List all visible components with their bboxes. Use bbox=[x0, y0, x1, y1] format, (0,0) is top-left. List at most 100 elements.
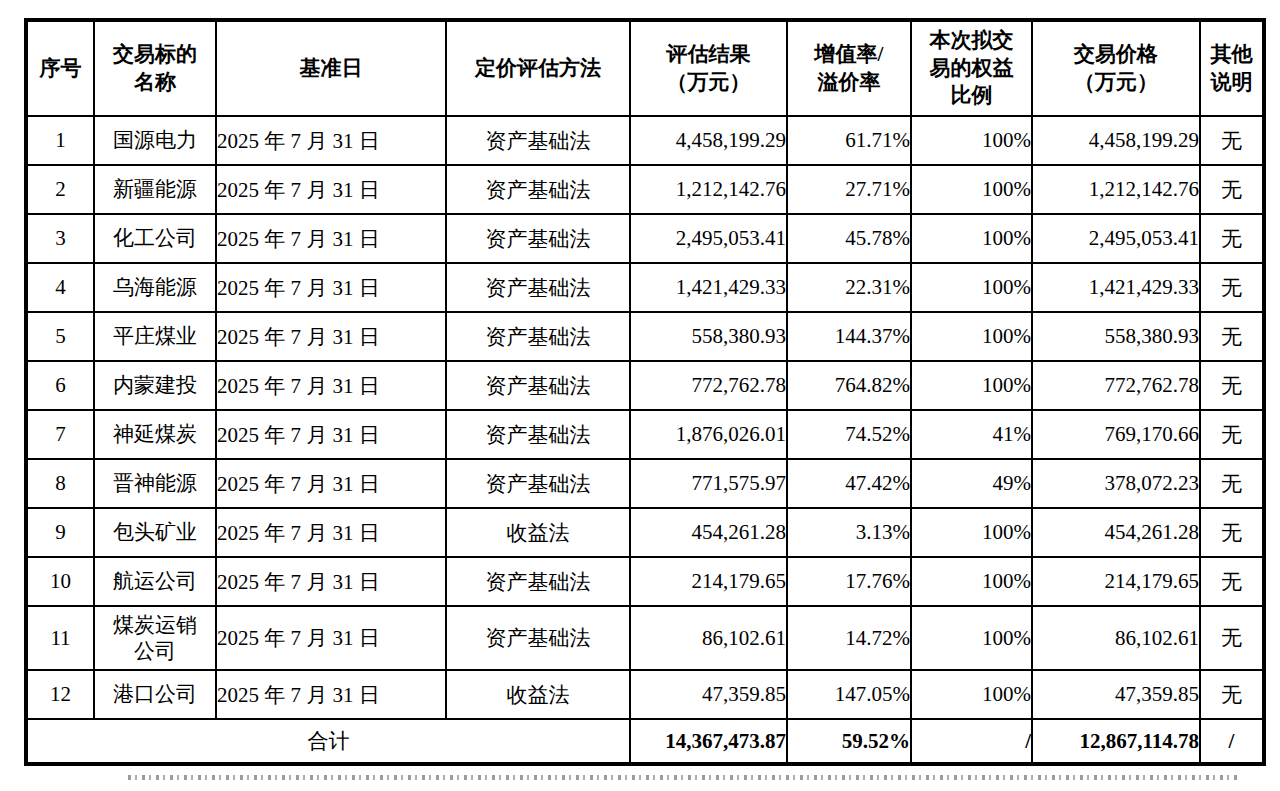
table-row: 3 化工公司 2025 年 7 月 31 日 资产基础法 2,495,053.4… bbox=[26, 214, 1264, 263]
cell-equity-ratio: 49% bbox=[911, 459, 1032, 508]
cell-other-notes: 无 bbox=[1200, 557, 1264, 606]
cell-equity-ratio: 100% bbox=[911, 670, 1032, 719]
total-row: 合计 14,367,473.87 59.52% / 12,867,114.78 … bbox=[26, 719, 1264, 764]
cell-no: 9 bbox=[26, 508, 94, 557]
table-row: 10 航运公司 2025 年 7 月 31 日 资产基础法 214,179.65… bbox=[26, 557, 1264, 606]
cell-other-notes: 无 bbox=[1200, 116, 1264, 165]
cell-equity-ratio: 41% bbox=[911, 410, 1032, 459]
cell-target-name: 乌海能源 bbox=[94, 263, 216, 312]
cell-appreciation-rate: 22.31% bbox=[787, 263, 911, 312]
cell-appreciation-rate: 14.72% bbox=[787, 606, 911, 670]
cell-appraisal-result: 2,495,053.41 bbox=[630, 214, 787, 263]
cell-target-name: 国源电力 bbox=[94, 116, 216, 165]
cell-appraisal-result: 47,359.85 bbox=[630, 670, 787, 719]
cell-transaction-price: 772,762.78 bbox=[1032, 361, 1200, 410]
cell-no: 7 bbox=[26, 410, 94, 459]
cell-pricing-method: 资产基础法 bbox=[446, 410, 630, 459]
cell-appreciation-rate: 3.13% bbox=[787, 508, 911, 557]
cell-base-date: 2025 年 7 月 31 日 bbox=[216, 263, 446, 312]
cell-base-date: 2025 年 7 月 31 日 bbox=[216, 165, 446, 214]
cell-pricing-method: 收益法 bbox=[446, 508, 630, 557]
cell-other-notes: 无 bbox=[1200, 459, 1264, 508]
cell-pricing-method: 资产基础法 bbox=[446, 165, 630, 214]
cell-transaction-price: 86,102.61 bbox=[1032, 606, 1200, 670]
cell-base-date: 2025 年 7 月 31 日 bbox=[216, 214, 446, 263]
cell-other-notes: 无 bbox=[1200, 670, 1264, 719]
valuation-table: 序号 交易标的 名称 基准日 定价评估方法 评估结果 （万元） 增值率/ 溢价率… bbox=[24, 18, 1266, 766]
cell-no: 8 bbox=[26, 459, 94, 508]
cell-other-notes: 无 bbox=[1200, 263, 1264, 312]
cell-transaction-price: 1,421,429.33 bbox=[1032, 263, 1200, 312]
header-transaction-price: 交易价格 （万元） bbox=[1032, 20, 1200, 116]
total-appreciation-rate: 59.52% bbox=[787, 719, 911, 764]
cell-pricing-method: 资产基础法 bbox=[446, 116, 630, 165]
cell-no: 6 bbox=[26, 361, 94, 410]
table-row: 11 煤炭运销 公司 2025 年 7 月 31 日 资产基础法 86,102.… bbox=[26, 606, 1264, 670]
cell-pricing-method: 资产基础法 bbox=[446, 459, 630, 508]
table-row: 12 港口公司 2025 年 7 月 31 日 收益法 47,359.85 14… bbox=[26, 670, 1264, 719]
cell-appraisal-result: 214,179.65 bbox=[630, 557, 787, 606]
cell-equity-ratio: 100% bbox=[911, 165, 1032, 214]
cell-target-name: 内蒙建投 bbox=[94, 361, 216, 410]
cell-transaction-price: 558,380.93 bbox=[1032, 312, 1200, 361]
cell-pricing-method: 资产基础法 bbox=[446, 557, 630, 606]
table-row: 1 国源电力 2025 年 7 月 31 日 资产基础法 4,458,199.2… bbox=[26, 116, 1264, 165]
cell-base-date: 2025 年 7 月 31 日 bbox=[216, 361, 446, 410]
cell-no: 12 bbox=[26, 670, 94, 719]
cell-appraisal-result: 558,380.93 bbox=[630, 312, 787, 361]
cell-no: 5 bbox=[26, 312, 94, 361]
cell-equity-ratio: 100% bbox=[911, 557, 1032, 606]
cell-transaction-price: 214,179.65 bbox=[1032, 557, 1200, 606]
cell-appraisal-result: 86,102.61 bbox=[630, 606, 787, 670]
table-row: 2 新疆能源 2025 年 7 月 31 日 资产基础法 1,212,142.7… bbox=[26, 165, 1264, 214]
header-appraisal-result: 评估结果 （万元） bbox=[630, 20, 787, 116]
cell-transaction-price: 2,495,053.41 bbox=[1032, 214, 1200, 263]
table-row: 9 包头矿业 2025 年 7 月 31 日 收益法 454,261.28 3.… bbox=[26, 508, 1264, 557]
cell-equity-ratio: 100% bbox=[911, 606, 1032, 670]
cell-target-name: 煤炭运销 公司 bbox=[94, 606, 216, 670]
cell-target-name: 包头矿业 bbox=[94, 508, 216, 557]
cell-other-notes: 无 bbox=[1200, 508, 1264, 557]
cell-target-name: 新疆能源 bbox=[94, 165, 216, 214]
cell-no: 3 bbox=[26, 214, 94, 263]
cell-transaction-price: 454,261.28 bbox=[1032, 508, 1200, 557]
cell-equity-ratio: 100% bbox=[911, 116, 1032, 165]
cell-appreciation-rate: 144.37% bbox=[787, 312, 911, 361]
cell-appreciation-rate: 45.78% bbox=[787, 214, 911, 263]
cell-equity-ratio: 100% bbox=[911, 214, 1032, 263]
cell-no: 1 bbox=[26, 116, 94, 165]
cell-appreciation-rate: 47.42% bbox=[787, 459, 911, 508]
cell-target-name: 化工公司 bbox=[94, 214, 216, 263]
cell-target-name: 平庄煤业 bbox=[94, 312, 216, 361]
cell-no: 11 bbox=[26, 606, 94, 670]
cell-no: 4 bbox=[26, 263, 94, 312]
cell-base-date: 2025 年 7 月 31 日 bbox=[216, 508, 446, 557]
cell-appreciation-rate: 17.76% bbox=[787, 557, 911, 606]
cell-other-notes: 无 bbox=[1200, 165, 1264, 214]
cell-transaction-price: 4,458,199.29 bbox=[1032, 116, 1200, 165]
cell-target-name: 晋神能源 bbox=[94, 459, 216, 508]
header-pricing-method: 定价评估方法 bbox=[446, 20, 630, 116]
cell-appraisal-result: 1,876,026.01 bbox=[630, 410, 787, 459]
cell-no: 10 bbox=[26, 557, 94, 606]
cell-base-date: 2025 年 7 月 31 日 bbox=[216, 670, 446, 719]
cell-transaction-price: 47,359.85 bbox=[1032, 670, 1200, 719]
header-no: 序号 bbox=[26, 20, 94, 116]
cell-target-name: 港口公司 bbox=[94, 670, 216, 719]
cell-pricing-method: 资产基础法 bbox=[446, 606, 630, 670]
cell-no: 2 bbox=[26, 165, 94, 214]
cell-appreciation-rate: 147.05% bbox=[787, 670, 911, 719]
total-equity-ratio: / bbox=[911, 719, 1032, 764]
cell-pricing-method: 资产基础法 bbox=[446, 214, 630, 263]
cell-transaction-price: 769,170.66 bbox=[1032, 410, 1200, 459]
cell-other-notes: 无 bbox=[1200, 361, 1264, 410]
cell-appraisal-result: 771,575.97 bbox=[630, 459, 787, 508]
cell-target-name: 航运公司 bbox=[94, 557, 216, 606]
cell-base-date: 2025 年 7 月 31 日 bbox=[216, 410, 446, 459]
cell-other-notes: 无 bbox=[1200, 312, 1264, 361]
cell-base-date: 2025 年 7 月 31 日 bbox=[216, 557, 446, 606]
cell-pricing-method: 资产基础法 bbox=[446, 312, 630, 361]
cell-other-notes: 无 bbox=[1200, 606, 1264, 670]
cell-appraisal-result: 4,458,199.29 bbox=[630, 116, 787, 165]
cell-equity-ratio: 100% bbox=[911, 508, 1032, 557]
